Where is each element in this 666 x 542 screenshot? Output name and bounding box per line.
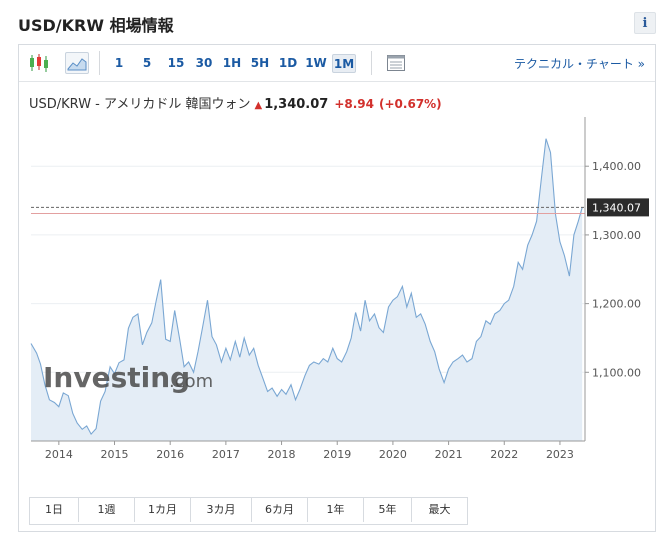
interval-button-1d[interactable]: 1D <box>278 56 298 70</box>
x-tick-label: 2017 <box>212 448 240 461</box>
current-price-badge <box>587 198 649 217</box>
range-button-1year[interactable]: 1年 <box>308 498 364 522</box>
interval-button-30[interactable]: 30 <box>195 56 213 70</box>
info-button[interactable]: i <box>634 12 656 34</box>
technical-chart-link[interactable]: テクニカル・チャート » <box>513 57 645 71</box>
interval-button-5[interactable]: 5 <box>142 56 152 70</box>
x-tick-label: 2021 <box>435 448 463 461</box>
price-change: +8.94 <box>334 97 375 111</box>
interval-button-1[interactable]: 1 <box>114 56 124 70</box>
last-price: 1,340.07 <box>264 97 329 112</box>
interval-button-1h[interactable]: 1H <box>222 56 242 70</box>
x-tick-label: 2015 <box>101 448 129 461</box>
toolbar-separator <box>99 51 100 75</box>
candlestick-icon[interactable] <box>27 52 51 74</box>
time-range-selector: 1日 1週 1カ月 3カ月 6カ月 1年 5年 最大 <box>29 497 468 525</box>
interval-button-1m[interactable]: 1M <box>332 54 356 73</box>
series-line <box>30 138 583 436</box>
range-button-max[interactable]: 最大 <box>428 503 451 516</box>
chart-toolbar: 1 5 15 30 1H 5H 1D 1W 1M テクニカル・チャート » <box>19 45 655 82</box>
range-button-1month[interactable]: 1カ月 <box>135 498 191 522</box>
range-button-5year[interactable]: 5年 <box>364 498 412 522</box>
investing-watermark: Investing <box>43 361 190 394</box>
x-tick-label: 2019 <box>323 448 351 461</box>
y-tick-label: 1,200.00 <box>592 298 641 311</box>
y-tick-label: 1,100.00 <box>592 366 641 379</box>
toolbar-separator <box>371 51 372 75</box>
table-icon[interactable] <box>385 52 409 74</box>
chart-panel: 1 5 15 30 1H 5H 1D 1W 1M テクニカル・チャート » US… <box>18 44 656 532</box>
x-tick-label: 2014 <box>45 448 73 461</box>
price-chart[interactable]: 1,100.00 1,200.00 1,300.00 1,400.00 1,340.07… <box>19 45 655 493</box>
x-tick-label: 2022 <box>490 448 518 461</box>
interval-button-1w[interactable]: 1W <box>305 56 327 70</box>
quote-header: USD/KRW - アメリカドル 韓国ウォン ▲ 1,340.07 +8.94 (+0.… <box>29 93 442 112</box>
instrument-name: USD/KRW - アメリカドル 韓国ウォン <box>29 97 251 112</box>
area-chart-icon[interactable] <box>65 52 89 74</box>
interval-button-5h[interactable]: 5H <box>250 56 270 70</box>
x-tick-label: 2020 <box>379 448 407 461</box>
price-change-percent: (+0.67%) <box>379 97 442 111</box>
y-tick-label: 1,300.00 <box>592 229 641 242</box>
investing-watermark-suffix: .com <box>169 371 213 392</box>
range-button-1day[interactable]: 1日 <box>30 498 79 522</box>
x-tick-label: 2016 <box>156 448 184 461</box>
x-tick-label: 2018 <box>268 448 296 461</box>
up-arrow-icon: ▲ <box>254 100 263 111</box>
interval-button-15[interactable]: 15 <box>167 56 185 70</box>
y-tick-label: 1,400.00 <box>592 160 641 173</box>
range-button-3month[interactable]: 3カ月 <box>191 498 252 522</box>
x-tick-label: 2023 <box>546 448 574 461</box>
range-button-1week[interactable]: 1週 <box>79 498 135 522</box>
range-button-6month[interactable]: 6カ月 <box>252 498 308 522</box>
series-area <box>31 138 583 441</box>
page-title: USD/KRW 相場情報 <box>18 16 174 35</box>
current-price-label: 1,340.07 <box>592 201 641 214</box>
